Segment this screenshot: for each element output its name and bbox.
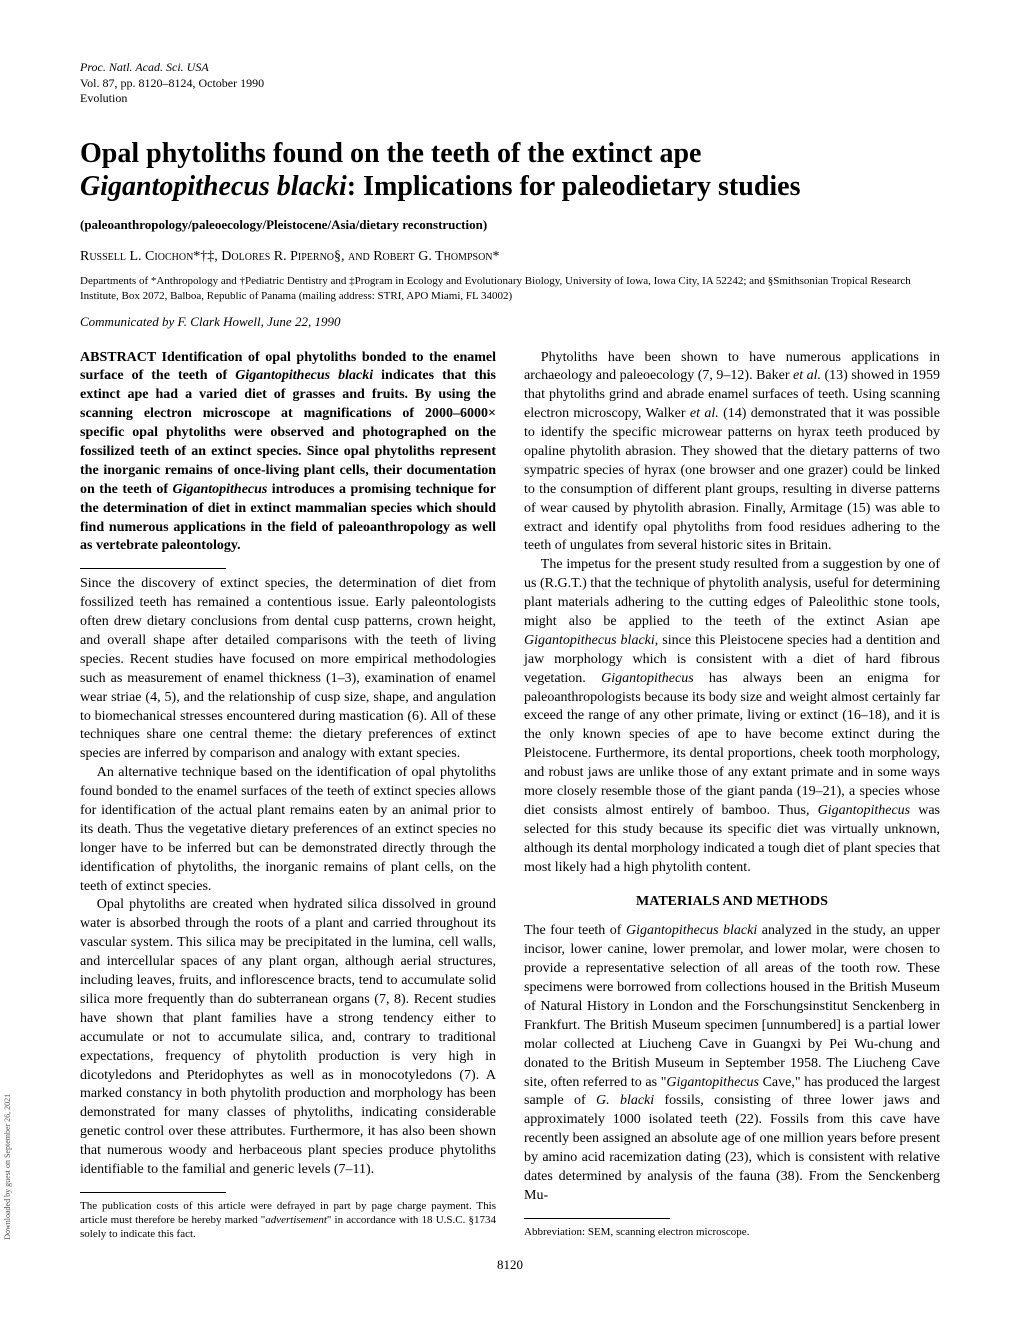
abstract-italic1: Gigantopithecus blacki — [235, 368, 373, 383]
r-p2-i2: Gigantopithecus — [601, 671, 694, 686]
page-number: 8120 — [80, 1256, 940, 1274]
left-column: ABSTRACT Identification of opal phytolit… — [80, 349, 496, 1242]
right-column: Phytoliths have been shown to have numer… — [524, 349, 940, 1242]
r-p1-i2: et al. — [690, 406, 719, 421]
title-line2-rest: : Implications for paleodietary studies — [347, 171, 801, 202]
journal-name: Proc. Natl. Acad. Sci. USA — [80, 60, 940, 76]
section-name: Evolution — [80, 91, 940, 107]
affiliations: Departments of *Anthropology and †Pediat… — [80, 274, 940, 303]
r-p2-a: The impetus for the present study result… — [524, 557, 940, 629]
right-p1: Phytoliths have been shown to have numer… — [524, 349, 940, 557]
volume-info: Vol. 87, pp. 8120–8124, October 1990 — [80, 76, 940, 92]
r-p3-b: analyzed in the study, an upper incisor,… — [524, 923, 940, 1089]
communicated-by: Communicated by F. Clark Howell, June 22… — [80, 313, 940, 331]
author-list: Russell L. Ciochon*†‡, Dolores R. Pipern… — [80, 248, 940, 267]
abstract-text-b: indicates that this extinct ape had a va… — [80, 368, 496, 496]
content-columns: ABSTRACT Identification of opal phytolit… — [80, 349, 940, 1242]
footnote-right: Abbreviation: SEM, scanning electron mic… — [524, 1225, 940, 1239]
r-p3-i2: Gigantopithecus — [666, 1075, 759, 1090]
right-p3: The four teeth of Gigantopithecus blacki… — [524, 922, 940, 1205]
r-p3-a: The four teeth of — [524, 923, 626, 938]
abstract-italic2: Gigantopithecus — [172, 482, 267, 497]
r-p1-i1: et al. — [793, 368, 821, 383]
title-line1: Opal phytoliths found on the teeth of th… — [80, 138, 701, 169]
footnote-divider-right — [524, 1218, 670, 1219]
keywords-subtitle: (paleoanthropology/paleoecology/Pleistoc… — [80, 216, 940, 234]
footnote-left: The publication costs of this article we… — [80, 1199, 496, 1242]
download-notice: Downloaded by guest on September 26, 202… — [3, 1094, 14, 1240]
r-p2-c: has always been an enigma for paleoanthr… — [524, 671, 940, 818]
footnote-left-italic: advertisement — [265, 1214, 327, 1226]
title-species: Gigantopithecus blacki — [80, 171, 347, 202]
journal-header: Proc. Natl. Acad. Sci. USA Vol. 87, pp. … — [80, 60, 940, 107]
r-p3-d: fossils, consisting of three lower jaws … — [524, 1093, 940, 1202]
article-title: Opal phytoliths found on the teeth of th… — [80, 137, 940, 204]
footnote-divider-left — [80, 1192, 226, 1193]
r-p1-c: (14) demonstrated that it was possible t… — [524, 406, 940, 553]
r-p2-i3: Gigantopithecus — [818, 803, 911, 818]
intro-p3: Opal phytoliths are created when hydrate… — [80, 896, 496, 1179]
intro-p1: Since the discovery of extinct species, … — [80, 575, 496, 764]
r-p3-i1: Gigantopithecus blacki — [626, 923, 757, 938]
intro-p2: An alternative technique based on the id… — [80, 764, 496, 896]
r-p2-i1: Gigantopithecus blacki — [524, 633, 655, 648]
r-p3-i3: G. blacki — [596, 1093, 654, 1108]
abstract-divider — [80, 568, 226, 569]
abstract: ABSTRACT Identification of opal phytolit… — [80, 349, 496, 557]
abstract-label: ABSTRACT — [80, 350, 156, 365]
materials-methods-heading: MATERIALS AND METHODS — [524, 893, 940, 912]
right-p2: The impetus for the present study result… — [524, 556, 940, 877]
